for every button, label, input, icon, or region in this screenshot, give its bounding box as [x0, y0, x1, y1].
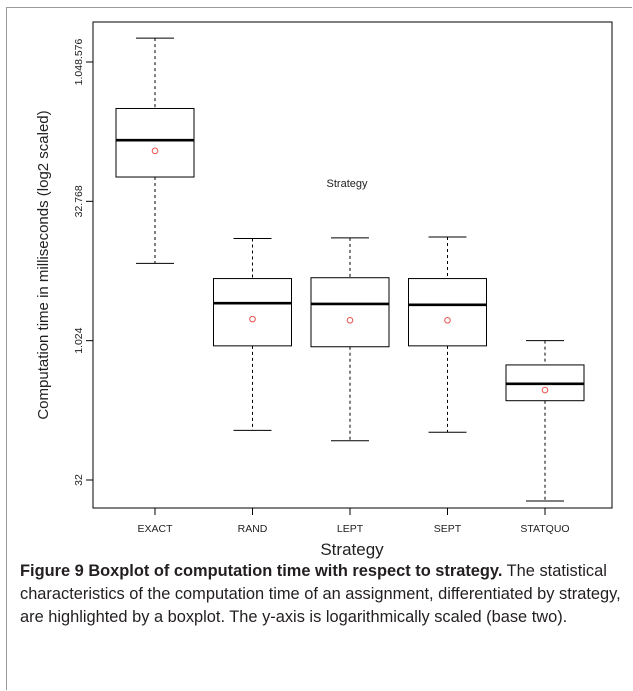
figure-caption: Figure 9 Boxplot of computation time wit… [20, 560, 625, 629]
strategy-annotation: Strategy [327, 178, 368, 190]
y-axis: 32 1.024 32.768 1.048.576 [73, 38, 93, 486]
box-lept [310, 237, 390, 442]
x-tick-label: STATQUO [520, 523, 569, 535]
mean-marker [249, 315, 256, 323]
x-tick-label: SEPT [434, 523, 462, 535]
caption-label: Figure 9 [20, 562, 84, 580]
y-tick-label: 32.768 [73, 185, 85, 217]
x-axis: EXACT RAND LEPT SEPT STATQUO [137, 508, 570, 535]
box-iqr [213, 278, 292, 347]
box-iqr [408, 278, 487, 347]
mean-marker [346, 316, 354, 324]
y-tick-label: 1.048.576 [73, 38, 85, 85]
box-statquo [505, 340, 585, 502]
x-tick-label: RAND [238, 523, 268, 535]
mean-marker [444, 316, 451, 324]
mean-marker [541, 386, 549, 394]
boxes [115, 37, 585, 502]
caption-text: The statistical characteristics of the c… [20, 562, 621, 626]
box-exact [115, 37, 195, 264]
plot-area-frame [92, 21, 613, 509]
box-iqr [115, 107, 195, 178]
box-iqr [310, 277, 390, 348]
x-tick-label: EXACT [137, 523, 173, 535]
box-rand [213, 238, 292, 431]
y-tick-label: 1.024 [73, 327, 85, 353]
boxplot-chart: 32 1.024 32.768 1.048.576 EXACT RAND LEPT SEPT… [35, 21, 613, 559]
y-tick-label: 32 [73, 474, 85, 486]
x-tick-label: LEPT [337, 523, 364, 535]
mean-marker [151, 147, 159, 155]
caption-title: Boxplot of computation time with respect… [88, 562, 503, 580]
y-axis-title: Computation time in milliseconds (log2 s… [35, 110, 52, 419]
box-sept [408, 236, 487, 433]
x-axis-title: Strategy [320, 540, 384, 559]
figure-frame [6, 7, 632, 690]
